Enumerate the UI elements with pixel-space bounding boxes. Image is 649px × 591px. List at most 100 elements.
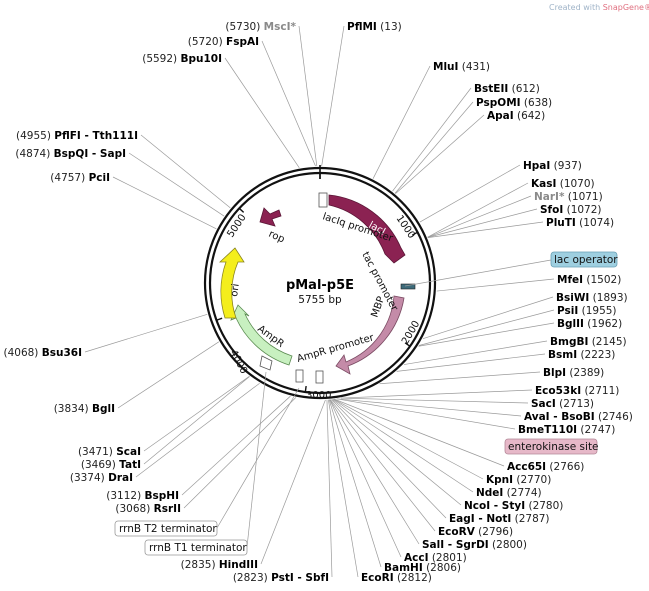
label-rop: rop [267, 229, 286, 246]
enzyme-name: BmgBI [550, 336, 588, 348]
feature-rop[interactable] [259, 207, 282, 227]
enzyme-label-left[interactable]: (3469) TatI [81, 459, 141, 471]
enzyme-label-right[interactable]: NarI* (1071) [534, 191, 603, 203]
enzyme-leader [392, 87, 472, 192]
enzyme-position: (2713) [556, 398, 594, 410]
feature-lacIq-promoter-box[interactable] [318, 192, 328, 208]
enzyme-label-left[interactable]: (5720) FspAI [188, 36, 259, 48]
enzyme-label-right[interactable]: SalI - SgrDI (2800) [422, 539, 527, 551]
feature-rrnB-T2-box[interactable] [295, 369, 304, 383]
lac-operator-box [550, 251, 618, 268]
enzyme-label-right[interactable]: PluTI (1074) [546, 217, 614, 229]
enzyme-name: Bsu36I [42, 347, 82, 359]
enzyme-position: (2780) [525, 500, 563, 512]
enzyme-label-left[interactable]: (3068) RsrII [115, 503, 181, 515]
enzyme-leader [84, 313, 208, 353]
enzyme-position: (5592) [142, 53, 180, 65]
scale-ticks [216, 165, 418, 393]
enzyme-leader [112, 176, 217, 230]
feature-AmpR-promoter-box[interactable] [315, 370, 324, 384]
feature-lac-operator-mark[interactable] [400, 283, 416, 290]
enzyme-position: (2812) [394, 572, 432, 584]
enzyme-position: (2801) [428, 552, 466, 564]
enzyme-position: (431) [458, 61, 490, 73]
enzyme-label-right[interactable]: AccI (2801) [404, 552, 467, 564]
enzyme-position: (2823) [233, 572, 271, 584]
enzyme-label-right[interactable]: EcoRI (2812) [361, 572, 432, 584]
enzyme-label-right[interactable]: BlpI (2389) [543, 367, 604, 379]
enzyme-leader [321, 25, 345, 167]
enzyme-leader [332, 399, 462, 506]
enzyme-name: PflFI - Tth111I [54, 130, 138, 142]
feature-AmpR[interactable] [230, 304, 293, 366]
enzyme-label-left[interactable]: (3834) BglI [54, 403, 115, 415]
enzyme-label-right[interactable]: SacI (2713) [531, 398, 594, 410]
enzyme-label-right[interactable]: BsmI (2223) [548, 349, 615, 361]
enzyme-position: (1893) [589, 292, 627, 304]
enzyme-label-right[interactable]: MluI (431) [433, 61, 490, 73]
enzyme-label-right[interactable]: BsiWI (1893) [556, 292, 628, 304]
enzyme-label-right[interactable]: Eco53kI (2711) [535, 385, 619, 397]
enzyme-position: (2389) [566, 367, 604, 379]
enzyme-label-right[interactable]: BglII (1962) [557, 318, 622, 330]
enzyme-position: (5720) [188, 36, 226, 48]
enzyme-label-right[interactable]: Acc65I (2766) [507, 461, 584, 473]
enzyme-label-left[interactable]: (4068) Bsu36I [3, 347, 82, 359]
enzyme-leader [436, 278, 555, 292]
enzyme-label-right[interactable]: KpnI (2770) [486, 474, 551, 486]
enzyme-name: AccI [404, 552, 428, 564]
enzyme-label-right[interactable]: EcoRV (2796) [438, 526, 513, 538]
feature-ori[interactable] [218, 247, 245, 319]
enzyme-label-left[interactable]: (4757) PciI [50, 172, 110, 184]
enzyme-label-left[interactable]: (5730) MscI* [225, 21, 296, 33]
label-MBP: MBP [369, 295, 387, 319]
enzyme-name: MfeI [557, 274, 583, 286]
enzyme-label-right[interactable]: PspOMI (638) [476, 97, 552, 109]
enzyme-label-left[interactable]: (3471) ScaI [78, 446, 141, 458]
enzyme-label-right[interactable]: KasI (1070) [531, 178, 595, 190]
enzyme-leader [298, 25, 318, 167]
enzyme-name: EcoRV [438, 526, 476, 538]
enzyme-label-left[interactable]: (3112) BspHI [106, 490, 179, 502]
tick-5000: 5000 [225, 212, 248, 239]
enzyme-position: (13) [377, 21, 402, 33]
enzyme-label-right[interactable]: EagI - NotI (2787) [449, 513, 550, 525]
enzyme-label-right[interactable]: SfoI (1072) [540, 204, 602, 216]
enzyme-label-right[interactable]: HpaI (937) [523, 160, 582, 172]
enzyme-label-right[interactable]: AvaI - BsoBI (2746) [524, 411, 633, 423]
rrnB-T2-label: rrnB T2 terminator [119, 523, 217, 535]
enzyme-label-left[interactable]: (5592) Bpu10I [142, 53, 222, 65]
enzyme-name: MscI* [264, 21, 297, 33]
enzyme-position: (2223) [577, 349, 615, 361]
enzyme-position: (1502) [583, 274, 621, 286]
enzyme-name: SfoI [540, 204, 563, 216]
enzyme-name: DraI [108, 472, 133, 484]
enzyme-position: (612) [508, 83, 540, 95]
feature-rrnB-T1-box[interactable] [259, 355, 273, 371]
enzyme-label-right[interactable]: BmgBI (2145) [550, 336, 627, 348]
enzyme-label-right[interactable]: BstEII (612) [474, 83, 540, 95]
enzyme-name: BspQI - SapI [54, 148, 126, 160]
enzyme-position: (4068) [3, 347, 41, 359]
enzyme-label-left[interactable]: (4955) PflFI - Tth111I [16, 130, 138, 142]
enzyme-label-right[interactable]: BmeT110I (2747) [518, 424, 615, 436]
plasmid-length: 5755 bp [298, 294, 342, 306]
feature-MBP[interactable] [335, 295, 405, 375]
enzyme-name: PciI [89, 172, 110, 184]
feature-lacI[interactable] [328, 194, 406, 264]
enzyme-label-left[interactable]: (3374) DraI [70, 472, 133, 484]
enzyme-label-right[interactable]: BamHI (2806) [384, 562, 461, 574]
enzyme-label-right[interactable]: ApaI (642) [487, 110, 545, 122]
enzyme-label-right[interactable]: NdeI (2774) [476, 487, 542, 499]
enzyme-label-left[interactable]: (4874) BspQI - SapI [15, 148, 126, 160]
enzyme-name: BglI [92, 403, 115, 415]
enzyme-label-right[interactable]: MfeI (1502) [557, 274, 621, 286]
enzyme-label-right[interactable]: PsiI (1955) [557, 305, 617, 317]
enzyme-leader [143, 375, 250, 452]
enzyme-label-right[interactable]: PflMI (13) [347, 21, 402, 33]
enzyme-label-left[interactable]: (2823) PstI - SbfI [233, 572, 329, 584]
enzyme-label-right[interactable]: NcoI - StyI (2780) [464, 500, 563, 512]
enzyme-position: (1962) [584, 318, 622, 330]
enzyme-label-left[interactable]: (2835) HindIII [181, 559, 258, 571]
